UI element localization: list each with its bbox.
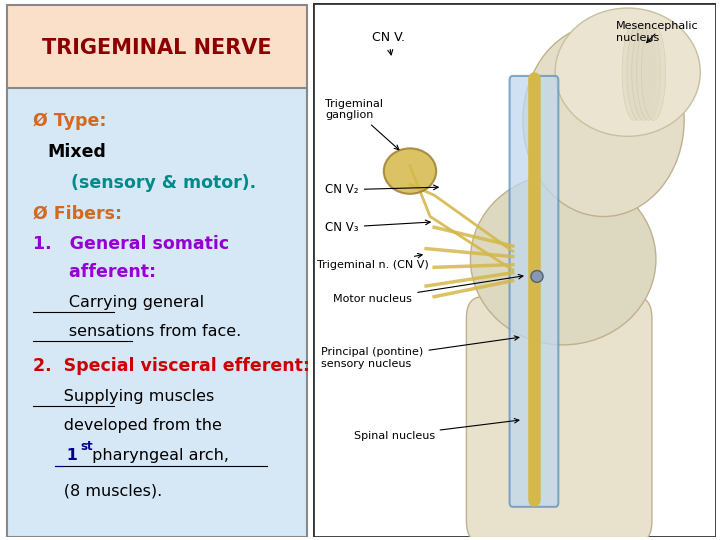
Text: Ø Type:: Ø Type:: [33, 112, 107, 130]
Text: CN V₃: CN V₃: [325, 220, 430, 234]
Text: (8 muscles).: (8 muscles).: [33, 483, 162, 498]
Text: Principal (pontine)
sensory nucleus: Principal (pontine) sensory nucleus: [321, 336, 519, 369]
Text: pharyngeal arch,: pharyngeal arch,: [87, 448, 230, 463]
Ellipse shape: [384, 148, 436, 194]
Text: Mixed: Mixed: [48, 143, 107, 161]
Ellipse shape: [627, 24, 651, 120]
FancyBboxPatch shape: [6, 5, 307, 91]
Text: CN V₂: CN V₂: [325, 183, 438, 197]
Ellipse shape: [523, 24, 684, 217]
Text: Motor nucleus: Motor nucleus: [333, 274, 523, 305]
Text: Mesencephalic
nucleus: Mesencephalic nucleus: [616, 21, 698, 43]
Text: (sensory & motor).: (sensory & motor).: [71, 173, 256, 192]
Text: st: st: [80, 440, 93, 453]
Ellipse shape: [642, 24, 665, 120]
Text: 2.  Special visceral efferent:: 2. Special visceral efferent:: [33, 357, 310, 375]
Ellipse shape: [622, 24, 647, 120]
Ellipse shape: [636, 24, 661, 120]
Text: afferent:: afferent:: [33, 263, 156, 281]
Ellipse shape: [631, 24, 656, 120]
FancyBboxPatch shape: [510, 76, 558, 507]
Ellipse shape: [555, 8, 701, 137]
Ellipse shape: [531, 271, 543, 282]
Ellipse shape: [470, 174, 656, 345]
FancyBboxPatch shape: [6, 88, 307, 537]
Text: Supplying muscles: Supplying muscles: [33, 389, 214, 404]
Text: Spinal nucleus: Spinal nucleus: [354, 418, 519, 441]
Text: TRIGEMINAL NERVE: TRIGEMINAL NERVE: [42, 38, 271, 58]
Text: Carrying general: Carrying general: [33, 295, 204, 310]
Text: developed from the: developed from the: [33, 418, 222, 433]
Text: Ø Fibers:: Ø Fibers:: [33, 204, 122, 222]
Text: 1.   General somatic: 1. General somatic: [33, 235, 229, 253]
FancyBboxPatch shape: [313, 3, 716, 537]
Text: CN V.: CN V.: [372, 31, 405, 55]
Text: sensations from face.: sensations from face.: [33, 324, 241, 339]
Text: 1: 1: [33, 448, 78, 463]
Text: Trigeminal n. (CN V): Trigeminal n. (CN V): [318, 253, 429, 269]
FancyBboxPatch shape: [467, 297, 652, 540]
Text: Trigeminal
ganglion: Trigeminal ganglion: [325, 99, 399, 150]
